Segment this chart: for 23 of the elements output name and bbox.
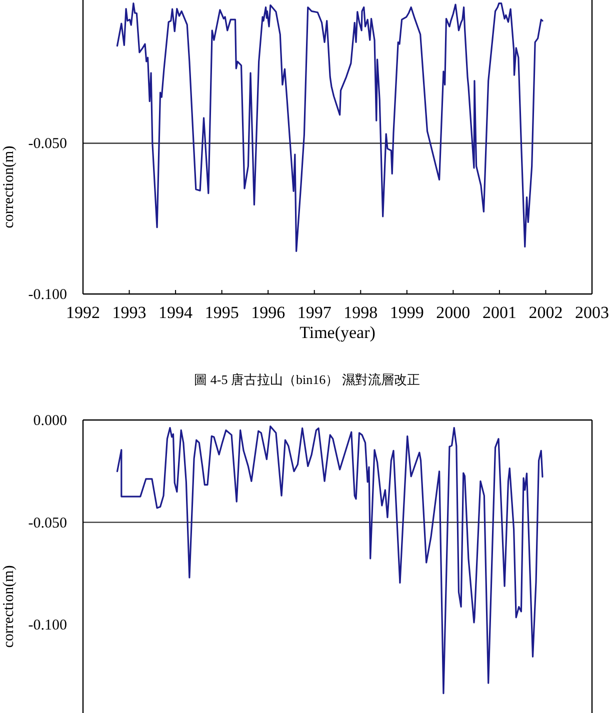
y-axis-title: correction(m) bbox=[1, 146, 17, 228]
caption: 圖 4-5 唐古拉山（bin16） 濕對流層改正 bbox=[194, 372, 420, 387]
x-tick-label: 2002 bbox=[528, 303, 563, 322]
x-tick-label: 2001 bbox=[482, 303, 516, 322]
x-tick-label: 1997 bbox=[297, 303, 332, 322]
y-tick-label: 0.000 bbox=[33, 413, 67, 429]
x-tick-label: 1994 bbox=[158, 303, 194, 322]
y-axis-title: correction(m) bbox=[1, 565, 17, 648]
x-tick-label: 2003 bbox=[575, 303, 609, 322]
x-tick-label: 2000 bbox=[436, 303, 470, 322]
y-tick-label: -0.050 bbox=[28, 136, 67, 152]
line-series bbox=[116, 2, 544, 252]
x-tick-label: 1993 bbox=[112, 303, 146, 322]
x-axis-title: Time(year) bbox=[300, 323, 376, 342]
x-tick-label: 1996 bbox=[251, 303, 286, 322]
y-tick-label: -0.050 bbox=[28, 515, 67, 532]
x-tick-label: 1999 bbox=[390, 303, 424, 322]
x-tick-label: 1995 bbox=[204, 303, 239, 322]
line-series bbox=[116, 426, 544, 694]
y-tick-label: -0.100 bbox=[28, 618, 67, 634]
x-tick-label: 1998 bbox=[344, 303, 378, 322]
x-tick-label: 1992 bbox=[66, 303, 100, 322]
y-tick-label: -0.100 bbox=[28, 287, 67, 303]
